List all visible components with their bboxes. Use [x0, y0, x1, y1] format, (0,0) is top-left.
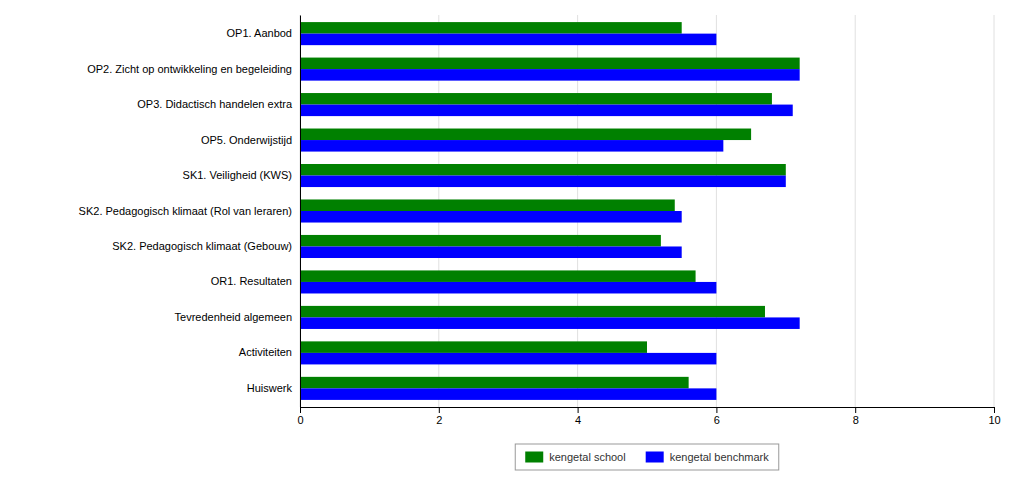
tick-mark [578, 407, 579, 413]
bar [300, 58, 800, 70]
y-tick: OP2. Zicht op ontwikkeling en begeleidin… [87, 63, 292, 75]
bar [300, 34, 716, 46]
bar [300, 164, 786, 176]
tick-label: SK2. Pedagogisch klimaat (Gebouw) [112, 240, 292, 252]
chart: 0 2 4 6 8 10 OP1. Aanbod OP2. Zicht op ontwikke… [0, 0, 1024, 487]
series [300, 22, 800, 388]
plot: 0 2 4 6 8 10 OP1. Aanbod OP2. Zicht op ontwikke… [79, 15, 1001, 426]
bar [300, 282, 716, 294]
x-tick: 10 [988, 407, 1000, 426]
bar [300, 176, 786, 188]
x-tick: 6 [714, 407, 720, 426]
tick-mark [855, 407, 856, 413]
legend-swatch [646, 452, 664, 463]
tick-label: 8 [853, 414, 859, 426]
y-tick: Activiteiten [239, 346, 292, 358]
legend-frame [515, 444, 779, 470]
tick-label: 2 [436, 414, 442, 426]
legend-item: kengetal school [525, 451, 625, 463]
bar [300, 377, 689, 389]
x-tick: 8 [853, 407, 859, 426]
tick-mark [994, 407, 995, 413]
tick-label: 10 [988, 414, 1000, 426]
tick-label: Activiteiten [239, 346, 292, 358]
tick-label: OP1. Aanbod [227, 27, 292, 39]
y-tick: OP5. Onderwijstijd [201, 134, 292, 146]
bar [300, 270, 696, 282]
y-tick: Huiswerk [247, 382, 293, 394]
bars [300, 22, 800, 400]
bar [300, 129, 751, 141]
series [300, 34, 800, 400]
bar [300, 93, 772, 105]
tick-mark [439, 407, 440, 413]
x-tick: 4 [575, 407, 581, 426]
tick-label: OR1. Resultaten [211, 275, 292, 287]
grid-line [855, 15, 856, 407]
bar [300, 235, 661, 247]
y-tick: OP1. Aanbod [227, 27, 292, 39]
tick-label: 6 [714, 414, 720, 426]
bar [300, 341, 647, 353]
tick-label: SK1. Veiligheid (KWS) [183, 169, 292, 181]
bar [300, 105, 793, 117]
tick-mark [300, 407, 301, 413]
y-tick: Tevredenheid algemeen [175, 311, 292, 323]
y-tick: OP3. Didactisch handelen extra [137, 98, 293, 110]
tick-label: Tevredenheid algemeen [175, 311, 292, 323]
bar [300, 140, 723, 152]
bar [300, 69, 800, 81]
legend-label: kengetal school [549, 451, 625, 463]
axis-line [301, 408, 995, 414]
bar [300, 211, 682, 223]
legend-swatch [525, 452, 543, 463]
legend-item: kengetal benchmark [646, 451, 770, 463]
x-tick: 2 [436, 407, 442, 426]
tick-label: OP2. Zicht op ontwikkeling en begeleidin… [87, 63, 292, 75]
bar [300, 246, 682, 258]
bar [300, 388, 716, 400]
tick-label: SK2. Pedagogisch klimaat (Rol van lerare… [79, 205, 292, 217]
y-axis: OP1. Aanbod OP2. Zicht op ontwikkeling en… [79, 16, 301, 408]
tick-label: OP5. Onderwijstijd [201, 134, 292, 146]
bar [300, 22, 682, 34]
legend: kengetal school kengetal benchmark [515, 444, 779, 470]
grid [300, 15, 994, 407]
bar [300, 306, 765, 318]
x-axis: 0 2 4 6 8 10 [297, 407, 1000, 426]
legend-label: kengetal benchmark [670, 451, 770, 463]
grid-line [300, 15, 301, 407]
axis-line [300, 16, 301, 408]
tick-mark [716, 407, 717, 413]
bar [300, 317, 800, 329]
y-tick: SK1. Veiligheid (KWS) [183, 169, 292, 181]
y-tick: SK2. Pedagogisch klimaat (Rol van lerare… [79, 205, 292, 217]
tick-label: OP3. Didactisch handelen extra [137, 98, 293, 110]
bar [300, 199, 675, 211]
bar [300, 353, 716, 365]
tick-label: Huiswerk [247, 382, 293, 394]
tick-label: 4 [575, 414, 581, 426]
grid-line [994, 15, 995, 407]
tick-label: 0 [297, 414, 303, 426]
y-tick: OR1. Resultaten [211, 275, 292, 287]
y-tick: SK2. Pedagogisch klimaat (Gebouw) [112, 240, 292, 252]
x-tick: 0 [297, 407, 303, 426]
